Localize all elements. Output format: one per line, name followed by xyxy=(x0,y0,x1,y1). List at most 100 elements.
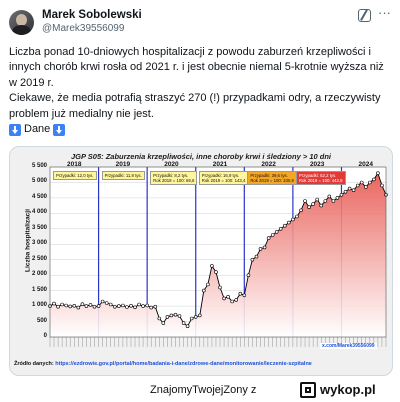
data-point xyxy=(104,301,109,305)
data-point xyxy=(80,302,85,306)
data-point xyxy=(319,203,324,208)
data-point xyxy=(206,282,210,287)
data-point xyxy=(210,264,214,268)
data-point xyxy=(141,304,145,308)
chart-source: Źródło danych: https://ezdrowie.gov.pl/p… xyxy=(14,361,312,367)
wykop-brand: wykop.pl xyxy=(320,382,376,397)
chart-image[interactable]: JGP S05: Zaburzenia krzepliwości, inne c… xyxy=(9,146,393,376)
data-point xyxy=(218,285,222,290)
data-point xyxy=(56,304,60,309)
data-point xyxy=(157,316,162,321)
data-point xyxy=(177,314,182,318)
footer-user: ZnajomyTwojejZony xyxy=(150,384,248,396)
data-point xyxy=(113,304,117,309)
arrow-down-icon xyxy=(9,123,21,136)
data-point xyxy=(286,220,291,225)
data-point xyxy=(169,313,174,318)
source-label: Źródło danych: xyxy=(14,361,54,367)
data-point xyxy=(133,305,137,310)
data-point xyxy=(278,227,283,231)
year-label: 2018 xyxy=(67,161,82,168)
data-point xyxy=(372,177,376,182)
annotation-box: Przypadki: 11,8 tys. xyxy=(101,171,145,180)
data-point xyxy=(363,185,368,189)
data-point xyxy=(274,230,279,234)
y-tick-label: 0 xyxy=(43,333,47,339)
y-tick-label: 5 000 xyxy=(31,178,47,185)
data-point xyxy=(355,183,360,188)
data-point xyxy=(246,273,251,277)
y-tick-label: 4 500 xyxy=(31,193,47,200)
source-url: https://ezdrowie.gov.pl/portal/home/bada… xyxy=(55,361,312,367)
wykop-logo[interactable]: wykop.pl xyxy=(300,381,396,399)
author-name[interactable]: Marek Sobolewski xyxy=(42,9,142,21)
data-point xyxy=(303,199,307,203)
data-point xyxy=(323,199,328,203)
data-point xyxy=(202,288,206,293)
y-tick-label: 1 500 xyxy=(31,286,47,293)
chart-title: JGP S05: Zaburzenia krzepliwości, inne c… xyxy=(70,152,331,161)
data-point xyxy=(189,316,194,321)
data-point xyxy=(315,197,320,202)
footer-z: z xyxy=(250,384,257,396)
data-point xyxy=(165,315,170,319)
data-point xyxy=(222,296,226,301)
data-point xyxy=(181,321,186,325)
data-point xyxy=(173,312,178,317)
year-label: 2021 xyxy=(212,161,228,168)
more-options-icon[interactable]: ··· xyxy=(378,5,391,20)
data-point xyxy=(242,293,247,298)
data-point xyxy=(161,321,166,325)
chart-plot xyxy=(48,166,388,347)
data-point xyxy=(295,214,299,219)
data-point xyxy=(214,270,218,274)
y-tick-label: 2 500 xyxy=(31,255,47,262)
data-point xyxy=(291,217,295,222)
data-point xyxy=(64,303,69,308)
data-point xyxy=(262,245,267,250)
data-point xyxy=(129,304,133,308)
grok-icon[interactable] xyxy=(358,9,371,22)
data-point xyxy=(311,202,315,206)
data-point xyxy=(153,304,158,309)
data-point xyxy=(307,205,311,210)
author-handle[interactable]: @Marek39556099 xyxy=(42,23,125,34)
data-point xyxy=(60,302,64,307)
data-point xyxy=(335,196,340,200)
data-point xyxy=(258,247,263,251)
data-point xyxy=(193,315,198,319)
data-point xyxy=(327,194,332,199)
data-point xyxy=(108,302,113,307)
year-label: 2019 xyxy=(115,161,131,168)
annotation-box: Przypadki: 8,2 tys. Rok 2019 = 100: 69,6 xyxy=(150,171,198,185)
data-point xyxy=(72,304,77,308)
data-point xyxy=(125,305,129,309)
data-point xyxy=(137,302,141,307)
y-tick-label: 3 000 xyxy=(31,240,47,247)
annotation-box: Przypadki: 12,0 tys. xyxy=(53,171,97,180)
data-point xyxy=(351,188,356,193)
data-point xyxy=(100,299,105,304)
data-point xyxy=(198,313,202,318)
data-point xyxy=(339,192,344,197)
year-label: 2024 xyxy=(358,161,373,168)
data-point xyxy=(234,298,238,302)
annotation-box: Przypadki: 52,2 tys. Rok 2019 = 100: 442,… xyxy=(295,171,346,185)
y-tick-label: 5 500 xyxy=(31,163,47,169)
annotation-box: Przypadki: 16,9 tys. Rok 2019 = 100: 143,… xyxy=(198,171,249,185)
chart-author-tag: x.com/Marek39556099 xyxy=(320,343,377,349)
data-point xyxy=(149,305,153,310)
data-point xyxy=(76,305,81,310)
data-point xyxy=(88,303,93,307)
y-tick-label: 1 000 xyxy=(31,302,47,309)
data-point xyxy=(331,199,336,203)
data-point xyxy=(230,299,234,304)
tweet-text: Liczba ponad 10-dniowych hospitalizacji … xyxy=(9,45,394,137)
data-point xyxy=(299,208,303,213)
y-tick-label: 3 500 xyxy=(31,224,47,231)
tweet-paragraph-1: Liczba ponad 10-dniowych hospitalizacji … xyxy=(9,46,384,89)
data-point xyxy=(185,324,190,328)
data-point xyxy=(376,171,380,176)
avatar[interactable] xyxy=(9,10,34,35)
